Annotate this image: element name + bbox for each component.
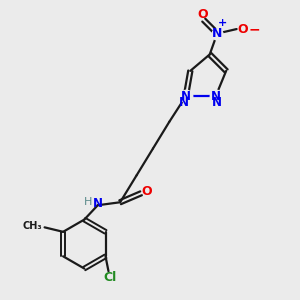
Text: N: N	[93, 197, 103, 210]
Text: O: O	[197, 8, 208, 21]
Text: +: +	[218, 18, 227, 28]
Text: CH₃: CH₃	[22, 221, 42, 231]
Text: H: H	[84, 197, 92, 207]
Text: N: N	[179, 96, 189, 109]
Text: Cl: Cl	[103, 271, 117, 284]
Text: N: N	[181, 90, 191, 103]
Text: −: −	[249, 22, 260, 36]
Text: N: N	[212, 96, 222, 109]
Text: N: N	[212, 27, 222, 40]
Text: O: O	[238, 22, 248, 36]
Text: N: N	[211, 90, 221, 103]
Text: O: O	[142, 185, 152, 198]
